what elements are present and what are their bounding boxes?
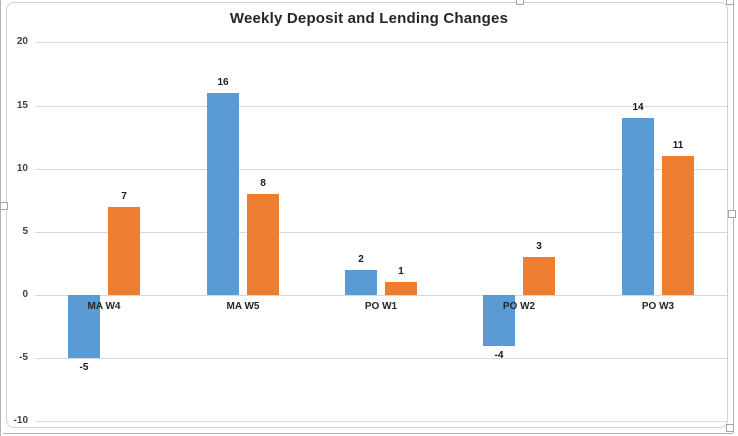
gridline [35,42,727,43]
category-label: MA W5 [226,301,260,312]
bar-series-1-po-w3[interactable] [622,118,654,295]
data-label: 11 [672,140,684,151]
resize-handle-bottom-right[interactable] [726,424,734,432]
data-label: 14 [632,102,644,113]
bar-series-1-ma-w5[interactable] [207,93,239,295]
y-axis-tick-label: -10 [13,415,28,426]
data-label: 7 [121,191,127,202]
data-label: -4 [494,350,504,361]
bar-series-2-po-w1[interactable] [385,282,417,295]
worksheet-edge-line-left [0,0,1,436]
gridline [35,106,727,107]
data-label: 3 [536,241,542,252]
data-label: 2 [358,254,364,265]
gridline [35,421,727,422]
gridline [35,358,727,359]
gridline [35,169,727,170]
y-axis-tick-label: 20 [16,36,28,47]
y-axis-tick-label: 15 [16,100,28,111]
data-label: 8 [260,178,266,189]
chart-title[interactable]: Weekly Deposit and Lending Changes [229,10,509,27]
resize-handle-top[interactable] [516,0,524,5]
chart-outer-border-bottom [3,433,733,434]
gridline [35,295,727,296]
category-label: PO W3 [641,301,675,312]
bar-series-1-po-w2[interactable] [483,295,515,346]
chart-outer-border-right [733,3,734,433]
y-axis-tick-label: 0 [22,289,28,300]
bar-series-2-ma-w5[interactable] [247,194,279,295]
data-label: 16 [217,77,229,88]
bar-series-2-po-w3[interactable] [662,156,694,295]
y-axis-tick-label: 10 [16,163,28,174]
category-label: PO W2 [502,301,536,312]
y-axis-tick-label: -5 [19,352,28,363]
y-axis-tick-label: 5 [22,226,28,237]
data-label: -5 [79,362,89,373]
category-label: MA W4 [87,301,121,312]
bar-series-2-po-w2[interactable] [523,257,555,295]
resize-handle-left[interactable] [0,202,8,210]
bar-series-1-po-w1[interactable] [345,270,377,295]
category-label: PO W1 [364,301,398,312]
bar-series-2-ma-w4[interactable] [108,207,140,295]
resize-handle-right[interactable] [728,210,736,218]
data-label: 1 [398,266,404,277]
resize-handle-top-right[interactable] [726,0,734,5]
bar-series-1-ma-w4[interactable] [68,295,100,358]
gridline [35,232,727,233]
